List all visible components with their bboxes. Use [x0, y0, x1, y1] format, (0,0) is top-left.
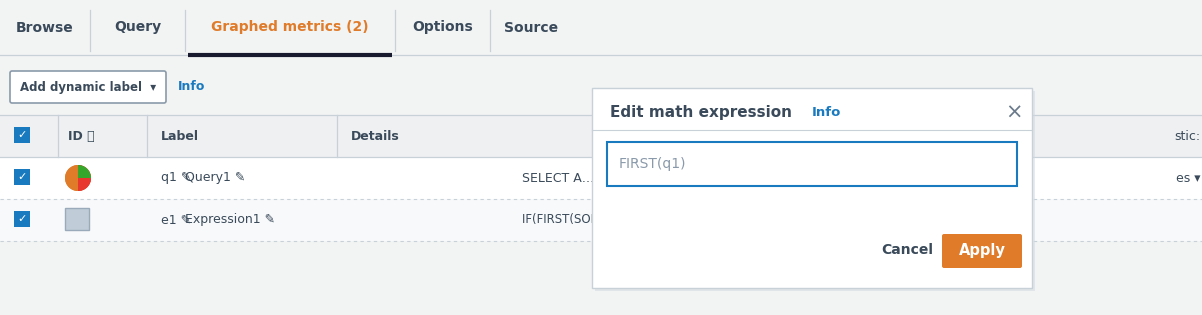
Text: Info: Info: [178, 81, 206, 94]
Text: es ▾: es ▾: [1176, 171, 1200, 185]
Text: Add dynamic label  ▾: Add dynamic label ▾: [20, 81, 156, 94]
Text: ✎: ✎: [816, 213, 826, 226]
FancyBboxPatch shape: [808, 206, 834, 232]
FancyBboxPatch shape: [0, 115, 1202, 157]
Wedge shape: [65, 165, 78, 191]
Text: Graphed metrics (2): Graphed metrics (2): [212, 20, 369, 35]
Text: ✓: ✓: [17, 130, 26, 140]
Text: ×: ×: [1005, 103, 1023, 123]
Text: ✓: ✓: [17, 172, 26, 182]
Text: ✓: ✓: [17, 214, 26, 224]
Text: q1 ✎: q1 ✎: [161, 171, 191, 185]
Text: e1 ✎: e1 ✎: [161, 214, 191, 226]
Text: SELECT A…: SELECT A…: [522, 171, 594, 185]
FancyBboxPatch shape: [0, 0, 1202, 55]
Circle shape: [65, 165, 91, 191]
Text: FIRST(q1): FIRST(q1): [619, 157, 686, 171]
FancyBboxPatch shape: [607, 142, 1017, 186]
Wedge shape: [78, 165, 91, 178]
Text: Query1 ✎: Query1 ✎: [185, 171, 245, 185]
Text: Cancel: Cancel: [881, 243, 933, 257]
Wedge shape: [78, 165, 91, 191]
FancyBboxPatch shape: [14, 169, 30, 185]
Text: Browse: Browse: [16, 20, 73, 35]
FancyBboxPatch shape: [595, 91, 1035, 291]
FancyBboxPatch shape: [14, 211, 30, 227]
Text: ID ⓘ: ID ⓘ: [69, 129, 95, 142]
FancyBboxPatch shape: [593, 88, 1033, 288]
Text: Details: Details: [351, 129, 400, 142]
Polygon shape: [763, 206, 821, 288]
Text: Edit math expression: Edit math expression: [609, 106, 792, 121]
Text: Apply: Apply: [958, 243, 1005, 259]
Text: Source: Source: [504, 20, 558, 35]
Text: Label: Label: [161, 129, 200, 142]
Text: Options: Options: [412, 20, 472, 35]
FancyBboxPatch shape: [0, 199, 1202, 241]
Text: stic:: stic:: [1174, 129, 1200, 142]
FancyBboxPatch shape: [10, 71, 166, 103]
Polygon shape: [764, 209, 821, 287]
Text: IF(FIRST(SORT(METRICS(), AVG, DESC))...: IF(FIRST(SORT(METRICS(), AVG, DESC))...: [522, 214, 763, 226]
Wedge shape: [78, 178, 91, 191]
Text: Query: Query: [114, 20, 161, 35]
FancyBboxPatch shape: [942, 234, 1022, 268]
FancyBboxPatch shape: [0, 157, 1202, 199]
FancyBboxPatch shape: [14, 127, 30, 143]
Text: Info: Info: [813, 106, 841, 119]
Text: Expression1 ✎: Expression1 ✎: [185, 214, 275, 226]
FancyBboxPatch shape: [65, 208, 89, 230]
